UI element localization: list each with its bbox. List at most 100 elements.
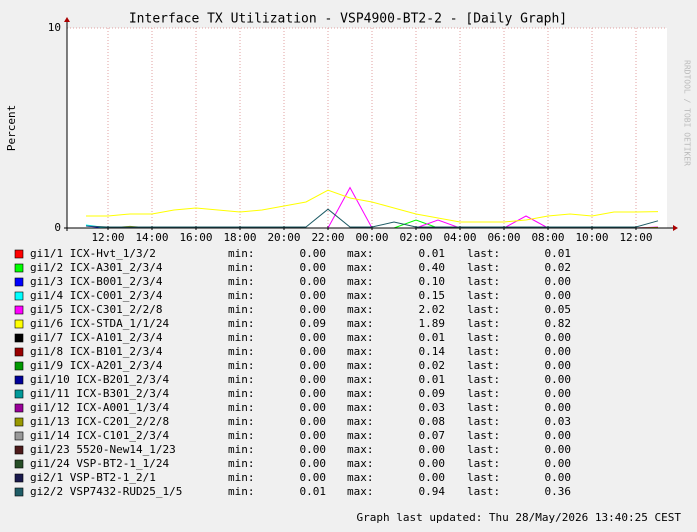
- legend-swatch: [14, 291, 24, 301]
- stat-value: 0.00: [545, 331, 572, 344]
- x-tick-label: 14:00: [135, 231, 168, 244]
- legend-label: gi1/7 ICX-A101_2/3/4: [30, 331, 163, 344]
- stat-name: min:: [228, 289, 255, 302]
- legend-label: gi1/8 ICX-B101_2/3/4: [30, 345, 163, 358]
- stat-value: 0.01: [419, 247, 446, 260]
- stat-name: max:: [347, 289, 374, 302]
- stat-value: 0.01: [300, 485, 327, 498]
- stat-name: last:: [467, 303, 500, 316]
- stat-name: max:: [347, 247, 374, 260]
- stat-name: min:: [228, 303, 255, 316]
- legend-label: gi1/4 ICX-C001_2/3/4: [30, 289, 163, 302]
- legend-swatch: [14, 319, 24, 329]
- plot-area: [67, 28, 667, 228]
- stat-name: last:: [467, 345, 500, 358]
- stat-name: last:: [467, 443, 500, 456]
- stat-name: max:: [347, 275, 374, 288]
- legend-label: gi1/13 ICX-C201_2/2/8: [30, 415, 169, 428]
- stat-value: 0.00: [300, 415, 327, 428]
- stat-name: min:: [228, 387, 255, 400]
- x-tick-label: 04:00: [443, 231, 476, 244]
- x-tick-label: 18:00: [223, 231, 256, 244]
- axis-arrow: [64, 17, 70, 22]
- stat-value: 0.03: [419, 401, 446, 414]
- x-tick-label: 02:00: [399, 231, 432, 244]
- legend-label: gi2/2 VSP7432-RUD25_1/5: [30, 485, 182, 498]
- footer: Graph last updated: Thu 28/May/2026 13:4…: [356, 511, 681, 524]
- stat-value: 0.00: [419, 457, 446, 470]
- stat-value: 0.00: [300, 401, 327, 414]
- stat-name: last:: [467, 429, 500, 442]
- stat-name: last:: [467, 359, 500, 372]
- stat-name: max:: [347, 457, 374, 470]
- series-line: [86, 189, 659, 223]
- stat-name: last:: [467, 471, 500, 484]
- stat-name: min:: [228, 345, 255, 358]
- chart-title: Interface TX Utilization - VSP4900-BT2-2…: [129, 12, 567, 27]
- stat-value: 0.00: [300, 261, 327, 274]
- stat-value: 0.02: [419, 359, 446, 372]
- x-tick-label: 16:00: [179, 231, 212, 244]
- legend-swatch: [14, 305, 24, 315]
- stat-value: 1.89: [419, 317, 446, 330]
- stat-value: 2.02: [419, 303, 446, 316]
- stat-value: 0.00: [300, 275, 327, 288]
- stat-name: last:: [467, 317, 500, 330]
- stat-value: 0.00: [419, 443, 446, 456]
- stat-name: min:: [228, 359, 255, 372]
- series-line: [85, 208, 659, 228]
- x-tick-label: 22:00: [311, 231, 344, 244]
- legend-swatch: [14, 333, 24, 343]
- legend-label: gi1/14 ICX-C101_2/3/4: [30, 429, 169, 442]
- stat-name: max:: [347, 415, 374, 428]
- stat-name: min:: [228, 471, 255, 484]
- legend-label: gi1/24 VSP-BT2-1_1/24: [30, 457, 169, 470]
- stat-name: last:: [467, 247, 500, 260]
- stat-name: min:: [228, 485, 255, 498]
- legend-swatch: [14, 277, 24, 287]
- legend-swatch: [14, 389, 24, 399]
- legend-swatch: [14, 459, 24, 469]
- legend-swatch: [14, 487, 24, 497]
- y-tick-label: 10: [48, 21, 61, 34]
- stat-value: 0.14: [419, 345, 446, 358]
- axis-arrow: [673, 225, 678, 231]
- y-axis-label: Percent: [5, 105, 18, 151]
- legend-swatch: [14, 445, 24, 455]
- stat-value: 0.00: [545, 401, 572, 414]
- stat-name: last:: [467, 289, 500, 302]
- legend-label: gi1/1 ICX-Hvt_1/3/2: [30, 247, 156, 260]
- stat-name: min:: [228, 275, 255, 288]
- legend-label: gi1/12 ICX-A001_1/3/4: [30, 401, 169, 414]
- stat-name: last:: [467, 373, 500, 386]
- stat-value: 0.00: [419, 471, 446, 484]
- stat-name: max:: [347, 471, 374, 484]
- stat-name: max:: [347, 359, 374, 372]
- stat-name: min:: [228, 247, 255, 260]
- stat-name: last:: [467, 457, 500, 470]
- legend-swatch: [14, 375, 24, 385]
- stat-value: 0.00: [300, 443, 327, 456]
- stat-value: 0.09: [300, 317, 327, 330]
- watermark: RRDTOOL / TOBI OETIKER: [683, 60, 692, 166]
- legend-label: gi1/9 ICX-A201_2/3/4: [30, 359, 163, 372]
- stat-value: 0.00: [300, 359, 327, 372]
- stat-name: max:: [347, 387, 374, 400]
- stat-value: 0.01: [419, 331, 446, 344]
- stat-value: 0.00: [545, 345, 572, 358]
- y-tick-label: 0: [54, 221, 61, 234]
- stat-value: 0.94: [419, 485, 446, 498]
- stat-name: min:: [228, 331, 255, 344]
- stat-name: max:: [347, 429, 374, 442]
- stat-value: 0.00: [545, 429, 572, 442]
- stat-value: 0.05: [545, 303, 572, 316]
- stat-value: 0.01: [419, 373, 446, 386]
- legend-swatch: [14, 473, 24, 483]
- x-tick-label: 06:00: [487, 231, 520, 244]
- stat-name: min:: [228, 415, 255, 428]
- stat-value: 0.00: [545, 275, 572, 288]
- stat-name: min:: [228, 373, 255, 386]
- legend-label: gi1/6 ICX-STDA_1/1/24: [30, 317, 169, 330]
- stat-value: 0.01: [545, 247, 572, 260]
- legend-label: gi1/11 ICX-B301_2/3/4: [30, 387, 169, 400]
